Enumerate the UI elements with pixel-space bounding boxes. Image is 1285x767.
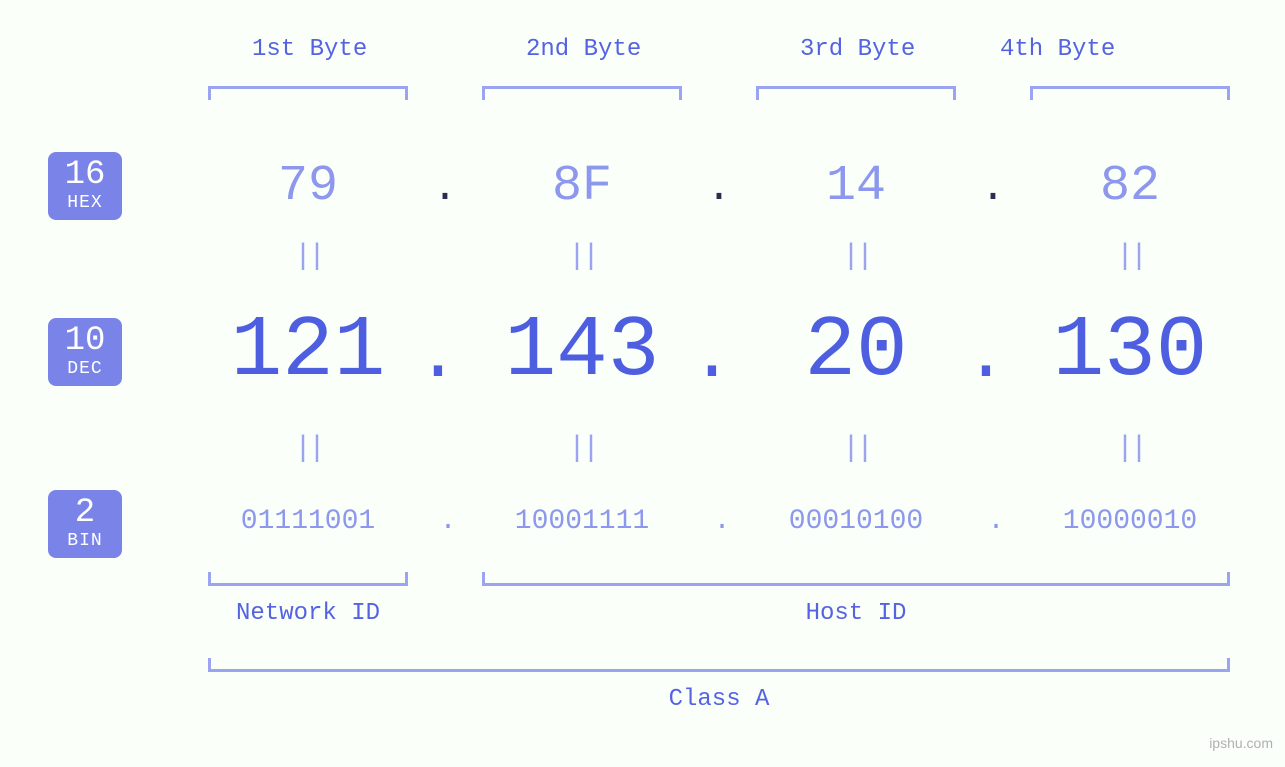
- bracket-host-id: [482, 572, 1230, 586]
- dec-dot-2: .: [682, 316, 742, 398]
- hex-byte-4: 82: [1030, 158, 1230, 215]
- badge-hex: 16 HEX: [48, 152, 122, 220]
- hex-dot-3: .: [968, 164, 1018, 212]
- watermark: ipshu.com: [1209, 735, 1273, 751]
- badge-bin-label: BIN: [48, 532, 122, 550]
- bin-byte-3: 00010100: [736, 506, 976, 537]
- byte-label-4: 4th Byte: [1000, 36, 1115, 63]
- byte-label-3: 3rd Byte: [800, 36, 915, 63]
- bracket-network-id: [208, 572, 408, 586]
- badge-dec-num: 10: [48, 324, 122, 358]
- badge-bin: 2 BIN: [48, 490, 122, 558]
- badge-dec: 10 DEC: [48, 318, 122, 386]
- label-class: Class A: [208, 686, 1230, 713]
- badge-hex-label: HEX: [48, 194, 122, 212]
- hex-dot-2: .: [694, 164, 744, 212]
- hex-byte-2: 8F: [482, 158, 682, 215]
- dec-dot-3: .: [956, 316, 1016, 398]
- eq-hex-dec-1: ||: [208, 240, 408, 274]
- eq-hex-dec-3: ||: [756, 240, 956, 274]
- ip-diagram: 1st Byte 2nd Byte 3rd Byte 4th Byte 16 H…: [0, 0, 1285, 767]
- bracket-top-2: [482, 86, 682, 100]
- dec-byte-1: 121: [188, 302, 428, 400]
- label-host-id: Host ID: [482, 600, 1230, 627]
- eq-dec-bin-3: ||: [756, 432, 956, 466]
- badge-bin-num: 2: [48, 496, 122, 530]
- eq-dec-bin-4: ||: [1030, 432, 1230, 466]
- dec-byte-4: 130: [1010, 302, 1250, 400]
- bracket-top-3: [756, 86, 956, 100]
- hex-dot-1: .: [420, 164, 470, 212]
- bracket-top-1: [208, 86, 408, 100]
- badge-dec-label: DEC: [48, 360, 122, 378]
- bracket-class: [208, 658, 1230, 672]
- eq-hex-dec-4: ||: [1030, 240, 1230, 274]
- eq-dec-bin-1: ||: [208, 432, 408, 466]
- eq-hex-dec-2: ||: [482, 240, 682, 274]
- byte-label-1: 1st Byte: [252, 36, 367, 63]
- label-network-id: Network ID: [208, 600, 408, 627]
- eq-dec-bin-2: ||: [482, 432, 682, 466]
- dec-byte-3: 20: [736, 302, 976, 400]
- dec-dot-1: .: [408, 316, 468, 398]
- bin-byte-1: 01111001: [188, 506, 428, 537]
- dec-byte-2: 143: [462, 302, 702, 400]
- badge-hex-num: 16: [48, 158, 122, 192]
- byte-label-2: 2nd Byte: [526, 36, 641, 63]
- bin-byte-4: 10000010: [1010, 506, 1250, 537]
- hex-byte-1: 79: [208, 158, 408, 215]
- hex-byte-3: 14: [756, 158, 956, 215]
- bracket-top-4: [1030, 86, 1230, 100]
- bin-byte-2: 10001111: [462, 506, 702, 537]
